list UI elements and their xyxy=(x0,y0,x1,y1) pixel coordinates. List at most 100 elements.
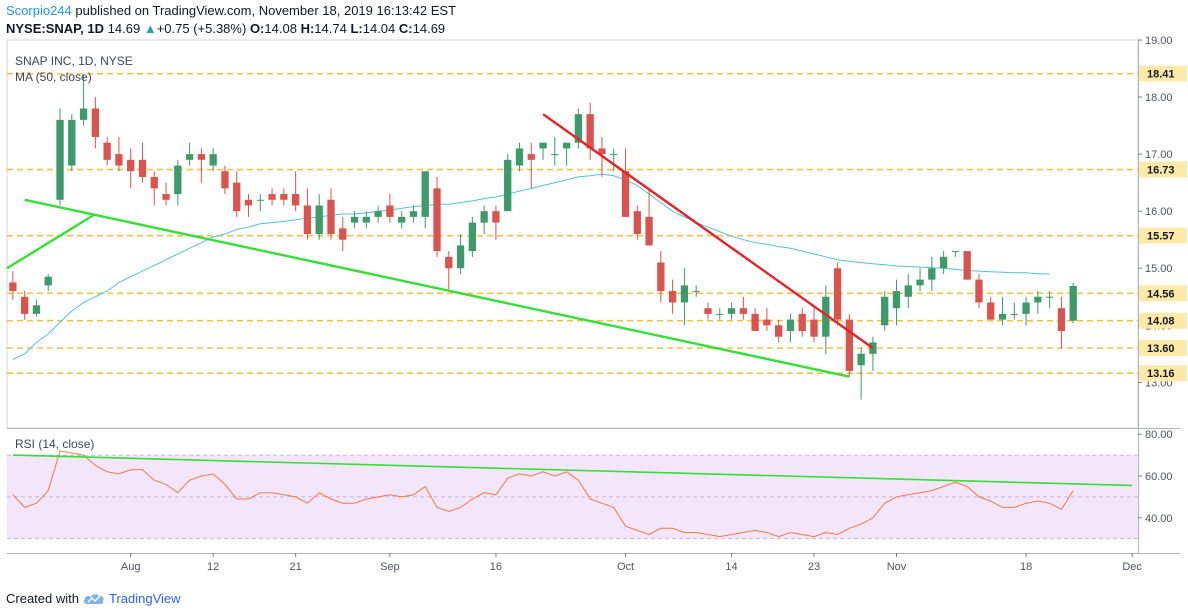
candle-body xyxy=(704,308,712,314)
time-tick-label: Sep xyxy=(380,561,400,573)
ohlc-low: 14.04 xyxy=(362,21,396,36)
candle-body xyxy=(539,142,547,149)
ohlc-open-label: O: xyxy=(249,21,265,36)
candle-body xyxy=(315,205,323,234)
candle-body xyxy=(763,319,771,326)
candle-body xyxy=(386,205,394,217)
time-tick-label: Nov xyxy=(887,561,907,573)
candle-body xyxy=(739,308,747,314)
time-tick-label: 16 xyxy=(490,561,502,573)
price-level-badge xyxy=(1139,312,1187,329)
candle-body xyxy=(127,159,135,172)
ohlc-close: 14.69 xyxy=(412,21,446,36)
candle-body xyxy=(998,313,1007,320)
publish-info: Scorpio244 published on TradingView.com,… xyxy=(6,3,456,18)
candle-body xyxy=(445,256,453,269)
author-link[interactable]: Scorpio244 xyxy=(6,3,72,18)
time-tick-label: 14 xyxy=(725,561,737,573)
candle-body xyxy=(645,216,653,246)
time-tick-label: Aug xyxy=(121,561,141,573)
price-level-badge xyxy=(1139,65,1187,82)
candle-body xyxy=(668,291,677,303)
candle-body xyxy=(551,154,559,156)
candle-body xyxy=(468,222,477,252)
candle-body xyxy=(480,211,488,223)
candle-body xyxy=(197,154,206,160)
candle-body xyxy=(1010,313,1018,315)
price-level-badge xyxy=(1139,161,1187,178)
ohlc-low-label: L: xyxy=(350,21,363,36)
created-with-text: Created with xyxy=(6,591,79,606)
candle-body xyxy=(256,199,264,201)
candle-body xyxy=(951,251,960,253)
candle-body xyxy=(374,211,382,217)
rsi-band xyxy=(7,455,1138,539)
candle-body xyxy=(810,319,818,337)
candle-body xyxy=(492,211,500,223)
price-tick-label: 18.00 xyxy=(1145,92,1173,104)
symbol: NYSE:SNAP, 1D xyxy=(6,21,105,36)
candle-body xyxy=(939,256,948,269)
candle-body xyxy=(916,279,924,286)
candle-body xyxy=(610,154,618,156)
ohlc-open: 14.08 xyxy=(264,21,297,36)
candle-body xyxy=(162,194,170,200)
candle-body xyxy=(527,154,535,160)
candle-body xyxy=(751,313,759,331)
red-trendline xyxy=(542,113,874,350)
price-level-label: 13.16 xyxy=(1147,368,1175,380)
candle-body xyxy=(562,142,571,149)
price-level-badge xyxy=(1139,340,1187,357)
candle-body xyxy=(775,325,783,337)
time-tick-label: 21 xyxy=(290,561,302,573)
price-level-label: 15.57 xyxy=(1147,231,1175,243)
price-level-badge xyxy=(1139,227,1187,244)
price-level-badge xyxy=(1139,365,1187,382)
candle-body xyxy=(115,154,123,166)
candle-body xyxy=(103,142,111,160)
candle-body xyxy=(291,194,300,206)
candle-body xyxy=(1057,308,1066,331)
price-level-label: 14.56 xyxy=(1147,288,1175,300)
tradingview-brand[interactable]: TradingView xyxy=(108,591,181,606)
candle-body xyxy=(44,276,52,286)
price-level-label: 14.08 xyxy=(1147,316,1175,328)
candle-body xyxy=(138,159,147,177)
candle-body xyxy=(9,282,17,292)
candle-body xyxy=(786,319,795,331)
candle-body xyxy=(881,296,889,326)
candle-body xyxy=(845,319,854,371)
candle-body xyxy=(244,199,253,206)
price-level-label: 16.73 xyxy=(1147,165,1175,177)
candle-body xyxy=(32,305,41,314)
candle-body xyxy=(221,171,229,189)
candle-body xyxy=(350,216,359,223)
candle-body xyxy=(1034,296,1042,303)
candle-body xyxy=(798,313,806,331)
candle-body xyxy=(280,194,288,200)
candle-body xyxy=(621,171,630,217)
candle-body xyxy=(963,251,971,280)
candle-body xyxy=(433,188,441,252)
candle-body xyxy=(174,165,182,195)
time-tick-label: 23 xyxy=(808,561,820,573)
candle-body xyxy=(409,211,418,217)
candle-body xyxy=(421,171,429,217)
candle-body xyxy=(1022,302,1030,314)
green-trendline xyxy=(6,213,96,270)
ma-legend: MA (50, close) xyxy=(15,70,92,84)
rsi-tick-label: 60.00 xyxy=(1145,471,1173,483)
candle-body xyxy=(79,108,88,120)
price-level-label: 18.41 xyxy=(1147,69,1175,81)
footer: Created with TradingView xyxy=(6,591,181,606)
main-pane-frame xyxy=(6,39,1139,429)
candle-body xyxy=(398,216,406,223)
candle-body xyxy=(692,291,700,293)
candle-body xyxy=(56,119,64,200)
candle-body xyxy=(633,211,641,234)
price-tick-label: 19.00 xyxy=(1145,35,1173,47)
candle-body xyxy=(586,114,594,149)
price-tick-label: 16.00 xyxy=(1145,206,1173,218)
candle-body xyxy=(268,194,276,200)
